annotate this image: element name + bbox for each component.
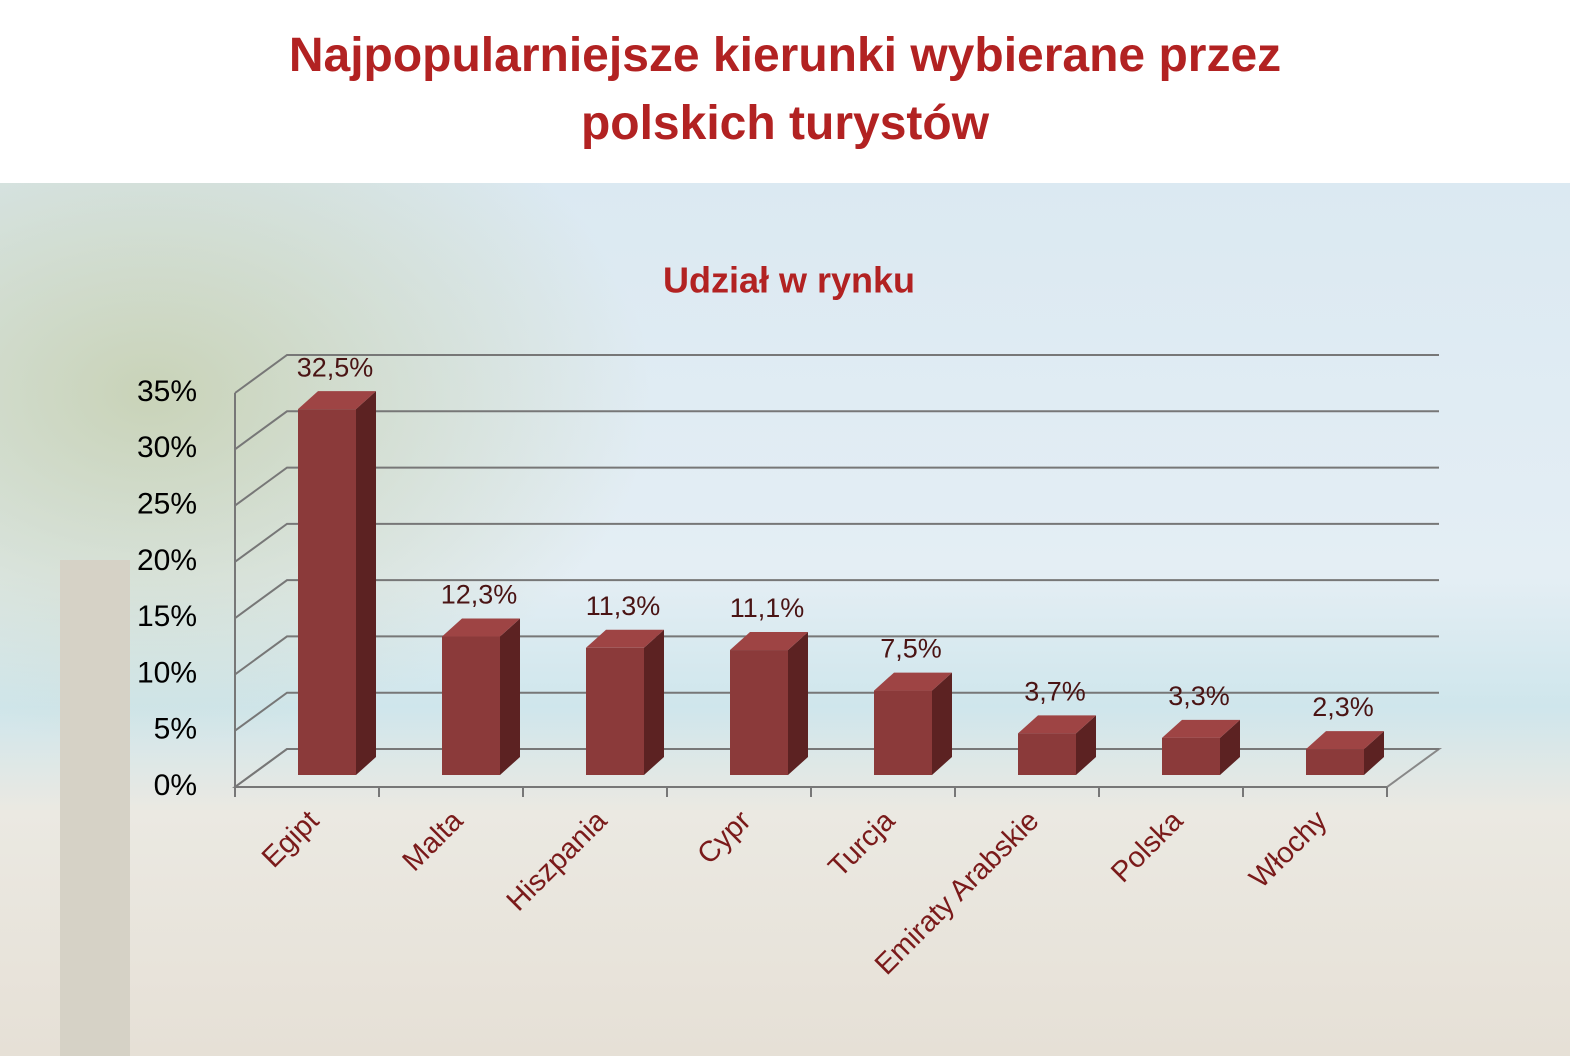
chart-subtitle: Udział w rynku	[663, 260, 915, 301]
value-label: 32,5%	[297, 352, 374, 382]
bar	[586, 647, 644, 775]
bar-top	[1018, 715, 1096, 734]
y-tick-label: 15%	[137, 600, 197, 633]
bar-top	[298, 391, 376, 410]
y-tick-label: 20%	[137, 544, 197, 577]
value-label: 3,7%	[1024, 676, 1086, 706]
grid-line	[234, 579, 1439, 619]
grid-line	[234, 635, 1439, 676]
y-tick-label: 25%	[137, 487, 197, 520]
grid-line	[234, 522, 1439, 563]
bar	[1018, 733, 1076, 775]
bar	[1162, 737, 1220, 775]
value-label: 2,3%	[1312, 692, 1374, 722]
grid-line	[234, 410, 1439, 451]
grid-line	[234, 466, 1439, 507]
bar-side	[644, 629, 664, 775]
bar-top	[442, 618, 520, 637]
chart-title: Najpopularniejsze kierunki wybierane prz…	[288, 29, 1282, 150]
bar	[442, 636, 500, 775]
bar	[874, 690, 932, 775]
value-label: 11,1%	[730, 593, 805, 623]
value-label: 11,3%	[586, 591, 661, 621]
value-label: 3,3%	[1168, 681, 1230, 711]
bar	[730, 650, 788, 775]
bar-side	[932, 672, 952, 775]
bar	[1306, 749, 1364, 775]
grid-line	[234, 354, 1439, 394]
y-tick-label: 5%	[154, 713, 197, 746]
bar-top	[730, 632, 808, 651]
bar-side	[1076, 715, 1096, 775]
value-label: 7,5%	[880, 634, 942, 664]
y-tick-label: 30%	[137, 431, 197, 464]
value-label: 12,3%	[441, 580, 518, 610]
y-tick-label: 10%	[137, 656, 197, 689]
bar-side	[788, 632, 808, 775]
y-tick-label: 0%	[154, 769, 197, 802]
bar-side	[1364, 731, 1384, 775]
bar	[298, 409, 356, 775]
bar-side	[1220, 719, 1240, 775]
y-tick-label: 35%	[137, 375, 197, 408]
bar-side	[356, 391, 376, 775]
bar-top	[1162, 719, 1240, 738]
bar-top	[874, 672, 952, 691]
background-trunk	[60, 560, 130, 1056]
bar-side	[500, 618, 520, 775]
grid-line	[234, 691, 1439, 732]
bar-top	[586, 629, 664, 648]
bar-top	[1306, 731, 1384, 750]
